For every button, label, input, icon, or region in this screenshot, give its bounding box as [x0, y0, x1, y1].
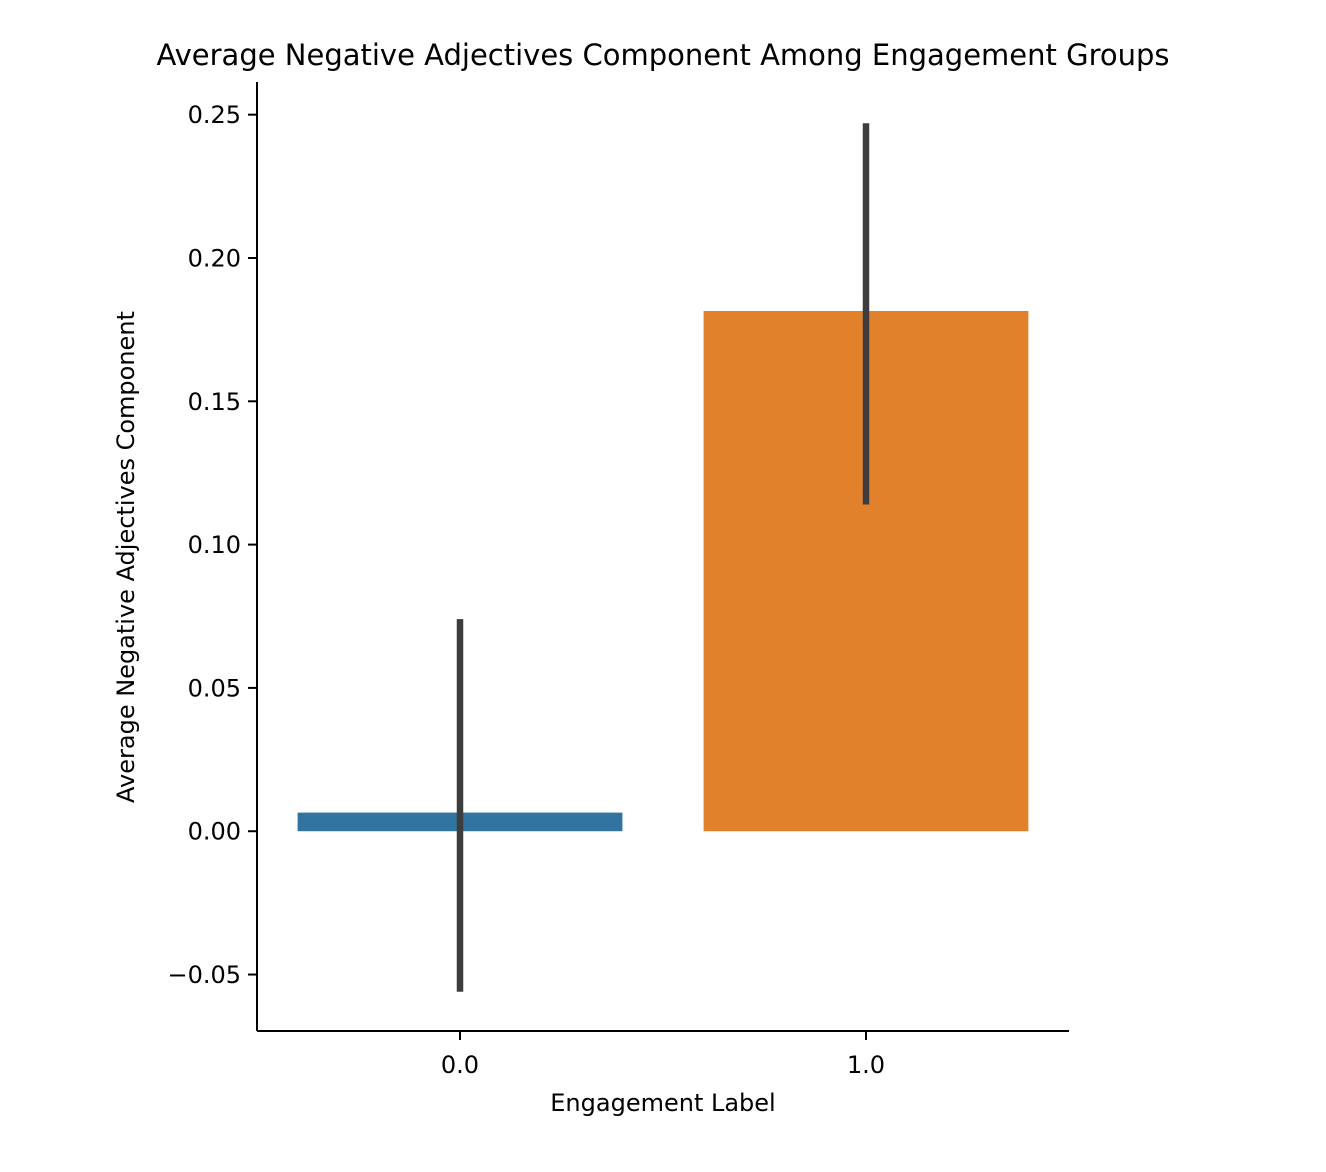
y-tick-label: 0.15 [188, 388, 241, 416]
x-tick-label: 0.0 [441, 1051, 479, 1079]
x-tick-label: 1.0 [847, 1051, 885, 1079]
y-axis-label: Average Negative Adjectives Component [112, 311, 140, 803]
error-bars-layer [456, 123, 870, 992]
y-tick-label: −0.05 [167, 961, 241, 989]
bars-layer [297, 311, 1029, 832]
y-tick-label: 0.00 [188, 818, 241, 846]
y-tick-label: 0.05 [188, 674, 241, 702]
y-tick-label: 0.20 [188, 244, 241, 272]
y-tick-label: 0.10 [188, 531, 241, 559]
x-ticks: 0.0 1.0 [441, 1031, 885, 1079]
y-tick-label: 0.25 [188, 101, 241, 129]
chart-title: Average Negative Adjectives Component Am… [156, 38, 1169, 72]
y-ticks: −0.05 0.00 0.05 0.10 0.15 0.20 0.25 [167, 101, 257, 989]
x-axis-label: Engagement Label [550, 1089, 775, 1117]
